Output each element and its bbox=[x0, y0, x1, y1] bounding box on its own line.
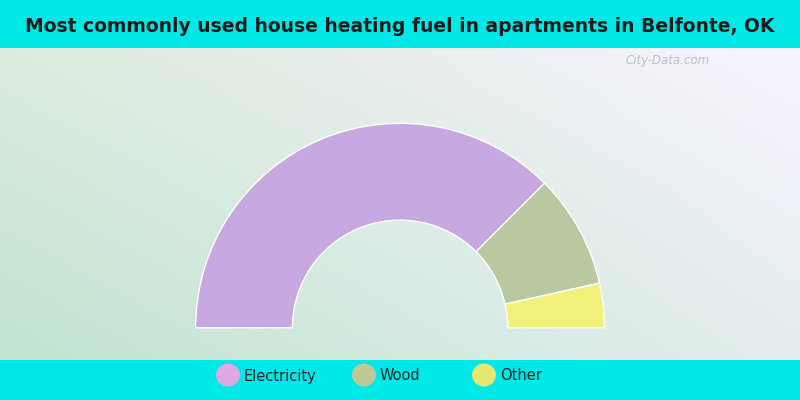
Text: Most commonly used house heating fuel in apartments in Belfonte, OK: Most commonly used house heating fuel in… bbox=[26, 17, 774, 36]
Text: City-Data.com: City-Data.com bbox=[626, 54, 710, 67]
Text: Other: Other bbox=[500, 368, 542, 384]
Text: Electricity: Electricity bbox=[244, 368, 317, 384]
Wedge shape bbox=[505, 283, 605, 328]
Ellipse shape bbox=[352, 364, 376, 386]
Text: Wood: Wood bbox=[380, 368, 421, 384]
Wedge shape bbox=[195, 123, 545, 328]
Wedge shape bbox=[476, 183, 599, 304]
Ellipse shape bbox=[472, 364, 496, 386]
Ellipse shape bbox=[216, 364, 240, 386]
